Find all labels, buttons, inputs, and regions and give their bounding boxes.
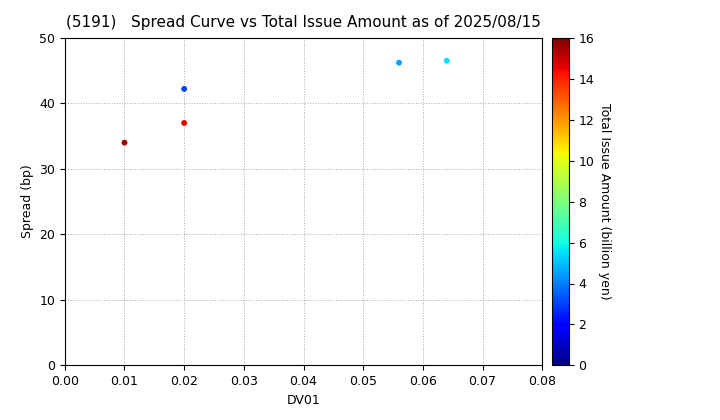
X-axis label: DV01: DV01 (287, 394, 320, 407)
Y-axis label: Total Issue Amount (billion yen): Total Issue Amount (billion yen) (598, 103, 611, 300)
Title: (5191)   Spread Curve vs Total Issue Amount as of 2025/08/15: (5191) Spread Curve vs Total Issue Amoun… (66, 15, 541, 30)
Point (179, 86, 190, 92)
Point (393, 59, 405, 66)
Point (441, 58, 453, 64)
Point (119, 139, 130, 146)
Y-axis label: Spread (bp): Spread (bp) (21, 165, 34, 239)
Point (179, 120, 190, 126)
